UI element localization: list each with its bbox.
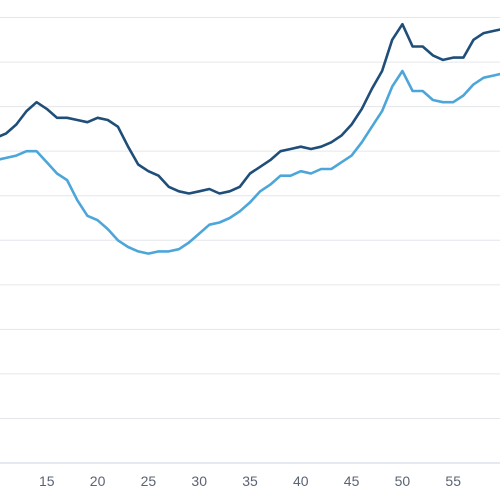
x-tick-label: 20 <box>90 473 106 489</box>
series-lines <box>0 22 500 255</box>
series-line-dark <box>0 22 500 195</box>
x-tick-label: 25 <box>141 473 157 489</box>
x-tick-label: 55 <box>445 473 461 489</box>
x-tick-label: 35 <box>242 473 258 489</box>
gridlines <box>0 17 500 419</box>
series-line-light <box>0 69 500 255</box>
x-tick-labels: 15 20 25 30 35 40 45 50 55 <box>39 473 461 489</box>
x-tick-label: 50 <box>395 473 411 489</box>
x-tick-label: 15 <box>39 473 55 489</box>
x-tick-label: 45 <box>344 473 360 489</box>
x-tick-label: 30 <box>191 473 207 489</box>
x-tick-label: 40 <box>293 473 309 489</box>
